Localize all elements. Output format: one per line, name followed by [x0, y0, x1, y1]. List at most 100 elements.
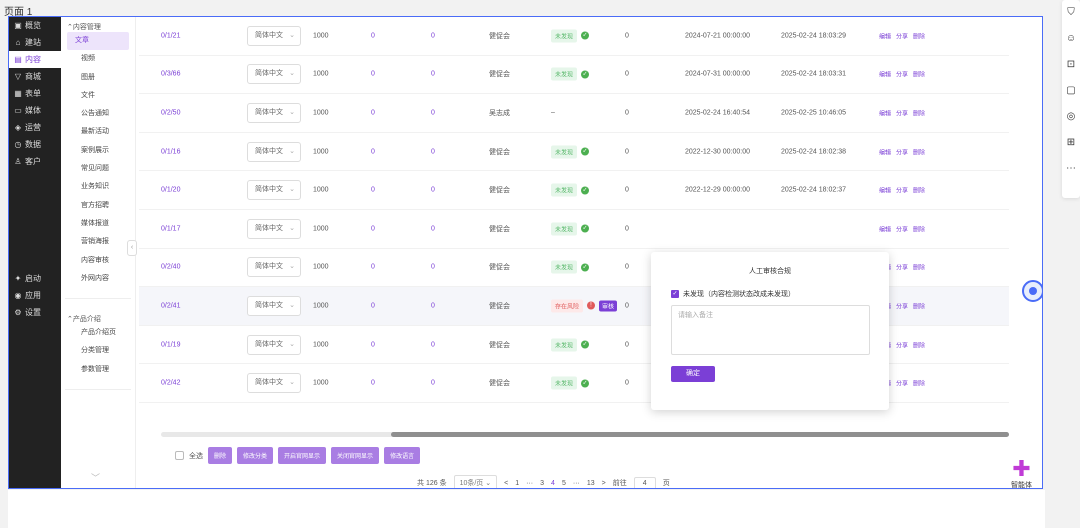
- not-found-checkbox[interactable]: ✓ 未发现（内容检测状态改成未发现）: [671, 289, 795, 299]
- agent-button[interactable]: ✚ 智能体: [1011, 458, 1032, 489]
- row-count-a[interactable]: 0: [371, 148, 375, 156]
- subnav-item[interactable]: 图册: [81, 73, 95, 81]
- row-id[interactable]: 0/2/42: [161, 379, 181, 387]
- page-link[interactable]: 3: [540, 479, 545, 487]
- nav-bottom-item-1[interactable]: ◉ 应用: [9, 287, 61, 304]
- toolbar-icon[interactable]: ▢: [1066, 85, 1076, 96]
- horizontal-scrollbar[interactable]: [161, 432, 1009, 437]
- row-id[interactable]: 0/1/19: [161, 341, 181, 349]
- row-count-b[interactable]: 0: [431, 302, 435, 310]
- row-count-b[interactable]: 0: [431, 225, 435, 233]
- nav-bottom-item-0[interactable]: ✦ 启动: [9, 270, 61, 287]
- row-id[interactable]: 0/1/21: [161, 32, 181, 40]
- action-link[interactable]: 删除: [913, 343, 926, 350]
- subnav-item[interactable]: 常见问题: [81, 165, 109, 173]
- action-link[interactable]: 分享: [896, 227, 909, 234]
- nav-item-0[interactable]: ▣ 概览: [9, 17, 61, 34]
- action-link[interactable]: 删除: [913, 111, 926, 118]
- action-link[interactable]: 分享: [896, 265, 909, 272]
- action-link[interactable]: 删除: [913, 304, 926, 311]
- subnav-item[interactable]: 公告通知: [81, 110, 109, 118]
- row-count-b[interactable]: 0: [431, 263, 435, 271]
- row-count-a[interactable]: 0: [371, 70, 375, 78]
- page-link[interactable]: 4: [551, 479, 555, 487]
- action-link[interactable]: 删除: [913, 188, 926, 195]
- subnav-item[interactable]: 媒体报道: [81, 219, 109, 227]
- language-select[interactable]: 简体中文 ⌄: [247, 141, 301, 162]
- row-id[interactable]: 0/1/16: [161, 148, 181, 156]
- nav-item-2[interactable]: ▤ 内容: [9, 51, 61, 68]
- row-count-a[interactable]: 0: [371, 302, 375, 310]
- toolbar-icon[interactable]: ◎: [1066, 111, 1076, 122]
- row-count-a[interactable]: 0: [371, 341, 375, 349]
- row-count-a[interactable]: 0: [371, 32, 375, 40]
- bulk-button[interactable]: 修改分类: [237, 447, 274, 464]
- row-count-a[interactable]: 0: [371, 186, 375, 194]
- language-select[interactable]: 简体中文 ⌄: [247, 334, 301, 355]
- subnav-item[interactable]: 业务知识: [81, 183, 109, 191]
- page-size-select[interactable]: 10条/页 ⌄: [453, 475, 498, 488]
- toolbar-icon[interactable]: ⛉: [1067, 7, 1075, 18]
- bulk-button[interactable]: 开启官网显示: [278, 447, 327, 464]
- row-id[interactable]: 0/3/66: [161, 70, 181, 78]
- action-link[interactable]: 编辑: [879, 111, 892, 118]
- action-link[interactable]: 编辑: [879, 34, 892, 41]
- action-link[interactable]: 编辑: [879, 72, 892, 79]
- subnav-item[interactable]: 官方招聘: [81, 201, 109, 209]
- chevron-down-icon[interactable]: ﹀: [91, 473, 101, 483]
- subnav-item[interactable]: 产品介绍页: [81, 329, 116, 337]
- page-link[interactable]: >: [601, 479, 606, 487]
- nav-item-6[interactable]: ◈ 运营: [9, 119, 61, 136]
- action-link[interactable]: 编辑: [879, 227, 892, 234]
- scrollbar-thumb[interactable]: [391, 432, 1009, 437]
- action-link[interactable]: 分享: [896, 188, 909, 195]
- row-count-a[interactable]: 0: [371, 225, 375, 233]
- nav-item-1[interactable]: ⌂ 建站: [9, 34, 61, 51]
- action-link[interactable]: 删除: [913, 227, 926, 234]
- select-all-checkbox[interactable]: [175, 451, 184, 460]
- row-count-b[interactable]: 0: [431, 379, 435, 387]
- subnav-item[interactable]: 营销海报: [81, 238, 109, 246]
- action-link[interactable]: 删除: [913, 72, 926, 79]
- page-link[interactable]: <: [504, 479, 509, 487]
- row-count-a[interactable]: 0: [371, 379, 375, 387]
- nav-bottom-item-2[interactable]: ⚙ 设置: [9, 304, 61, 321]
- language-select[interactable]: 简体中文 ⌄: [247, 295, 301, 316]
- row-count-b[interactable]: 0: [431, 186, 435, 194]
- row-id[interactable]: 0/2/41: [161, 302, 181, 310]
- row-count-a[interactable]: 0: [371, 263, 375, 271]
- toolbar-icon[interactable]: ☺: [1065, 33, 1077, 44]
- action-link[interactable]: 分享: [896, 111, 909, 118]
- toolbar-icon[interactable]: ⋯: [1066, 163, 1076, 174]
- language-select[interactable]: 简体中文 ⌄: [247, 102, 301, 123]
- page-link[interactable]: ···: [526, 479, 534, 487]
- goto-page-input[interactable]: 4: [633, 476, 656, 488]
- language-select[interactable]: 简体中文 ⌄: [247, 218, 301, 239]
- row-count-a[interactable]: 0: [371, 109, 375, 117]
- subnav-group-content[interactable]: ⌃内容管理: [67, 24, 101, 31]
- subnav-item[interactable]: 视频: [81, 55, 95, 63]
- language-select[interactable]: 简体中文 ⌄: [247, 64, 301, 85]
- action-link[interactable]: 删除: [913, 265, 926, 272]
- subnav-item[interactable]: 文件: [81, 91, 95, 99]
- language-select[interactable]: 简体中文 ⌄: [247, 25, 301, 46]
- language-select[interactable]: 简体中文 ⌄: [247, 180, 301, 201]
- action-link[interactable]: 分享: [896, 304, 909, 311]
- action-link[interactable]: 分享: [896, 343, 909, 350]
- action-link[interactable]: 分享: [896, 150, 909, 157]
- action-link[interactable]: 编辑: [879, 188, 892, 195]
- page-link[interactable]: 1: [515, 479, 520, 487]
- collapse-sidebar-handle[interactable]: ‹: [127, 240, 137, 256]
- row-count-b[interactable]: 0: [431, 70, 435, 78]
- row-count-b[interactable]: 0: [431, 148, 435, 156]
- subnav-item[interactable]: 参数管理: [81, 365, 109, 373]
- page-link[interactable]: 13: [586, 479, 595, 487]
- bulk-button[interactable]: 删除: [208, 447, 233, 464]
- remark-textarea[interactable]: 请输入备注: [671, 305, 870, 355]
- action-link[interactable]: 删除: [913, 381, 926, 388]
- nav-item-3[interactable]: ▽ 商城: [9, 68, 61, 85]
- subnav-item[interactable]: 文章: [67, 32, 129, 51]
- action-link[interactable]: 分享: [896, 34, 909, 41]
- nav-item-5[interactable]: ▭ 媒体: [9, 102, 61, 119]
- action-link[interactable]: 编辑: [879, 150, 892, 157]
